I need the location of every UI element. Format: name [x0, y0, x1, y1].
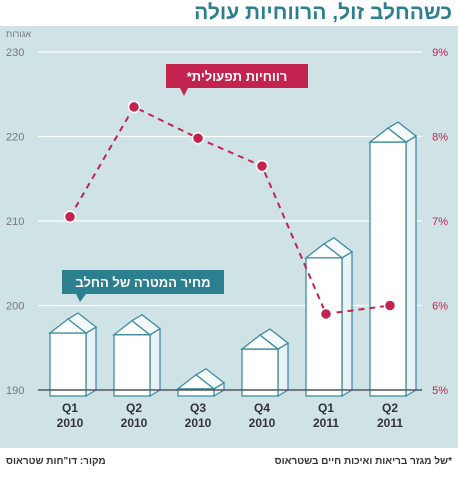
milk-price-legend-text: מחיר המטרה של החלב: [75, 275, 210, 290]
milk-carton-bar: [48, 312, 98, 398]
x-tick-year: 2011: [313, 416, 339, 430]
x-tick-year: 2010: [185, 416, 212, 430]
x-tick-year: 2011: [377, 416, 403, 430]
carton-front: [241, 348, 279, 397]
milk-carton-bar: [112, 313, 162, 398]
milk-carton-bar: [368, 121, 418, 398]
footnote: *של מגזר בריאות ואיכות חיים בשטראוס: [274, 456, 452, 467]
carton-roof-side: [194, 368, 226, 390]
x-tick-quarter: Q4: [254, 401, 270, 415]
right-tick-label: 6%: [432, 301, 448, 313]
x-tick-quarter: Q1: [62, 401, 78, 415]
right-tick-label: 7%: [432, 216, 448, 228]
carton-roof-side: [322, 237, 354, 259]
right-tick-label: 9%: [432, 47, 448, 59]
profit-point: [255, 159, 269, 173]
x-tick-year: 2010: [121, 416, 148, 430]
carton-roof-side: [66, 312, 98, 334]
profit-legend-pointer: [180, 88, 188, 96]
right-tick-label: 8%: [432, 132, 448, 144]
profit-legend: רווחיות תפעולית*: [166, 64, 308, 96]
left-tick-label: 190: [6, 385, 24, 397]
source-note: מקור: דו"חות שטראוס: [6, 456, 106, 467]
left-axis-unit: אגורות: [6, 29, 32, 39]
profit-point: [319, 307, 333, 321]
profit-legend-text: רווחיות תפעולית*: [187, 69, 287, 84]
milk-price-legend-box: [62, 270, 224, 294]
profit-point: [63, 210, 77, 224]
left-tick-label: 230: [6, 47, 24, 59]
profit-legend-box: [166, 64, 308, 88]
x-tick-quarter: Q1: [318, 401, 334, 415]
carton-side: [85, 325, 97, 398]
chart-svg: 1902002102202305%6%7%8%9%אגורותQ12010Q22…: [0, 26, 458, 448]
carton-side: [341, 250, 353, 398]
profit-point: [383, 299, 397, 312]
carton-side: [149, 327, 161, 398]
x-tick-quarter: Q2: [382, 401, 398, 415]
milk-carton-bar: [304, 237, 354, 398]
carton-side: [405, 134, 417, 398]
x-tick-quarter: Q2: [126, 401, 142, 415]
carton-side: [277, 341, 289, 398]
left-tick-label: 200: [6, 301, 24, 313]
carton-front: [305, 257, 343, 397]
x-tick-year: 2010: [57, 416, 84, 430]
right-tick-label: 5%: [432, 385, 448, 397]
carton-roof-side: [258, 328, 290, 350]
carton-front: [49, 332, 87, 397]
left-tick-label: 220: [6, 132, 24, 144]
x-tick-year: 2010: [249, 416, 276, 430]
milk-price-legend: מחיר המטרה של החלב: [62, 270, 224, 302]
left-tick-label: 210: [6, 216, 24, 228]
carton-front: [113, 334, 151, 397]
chart-title: כשהחלב זול, הרווחיות עולה: [194, 1, 452, 24]
carton-front: [369, 141, 407, 397]
carton-roof-side: [130, 313, 162, 336]
carton-roof-side: [386, 121, 418, 143]
x-tick-quarter: Q3: [190, 401, 206, 415]
milk-price-legend-pointer: [76, 294, 86, 302]
profit-point: [191, 131, 205, 145]
profit-line: [69, 105, 391, 316]
profit-point: [127, 100, 141, 114]
